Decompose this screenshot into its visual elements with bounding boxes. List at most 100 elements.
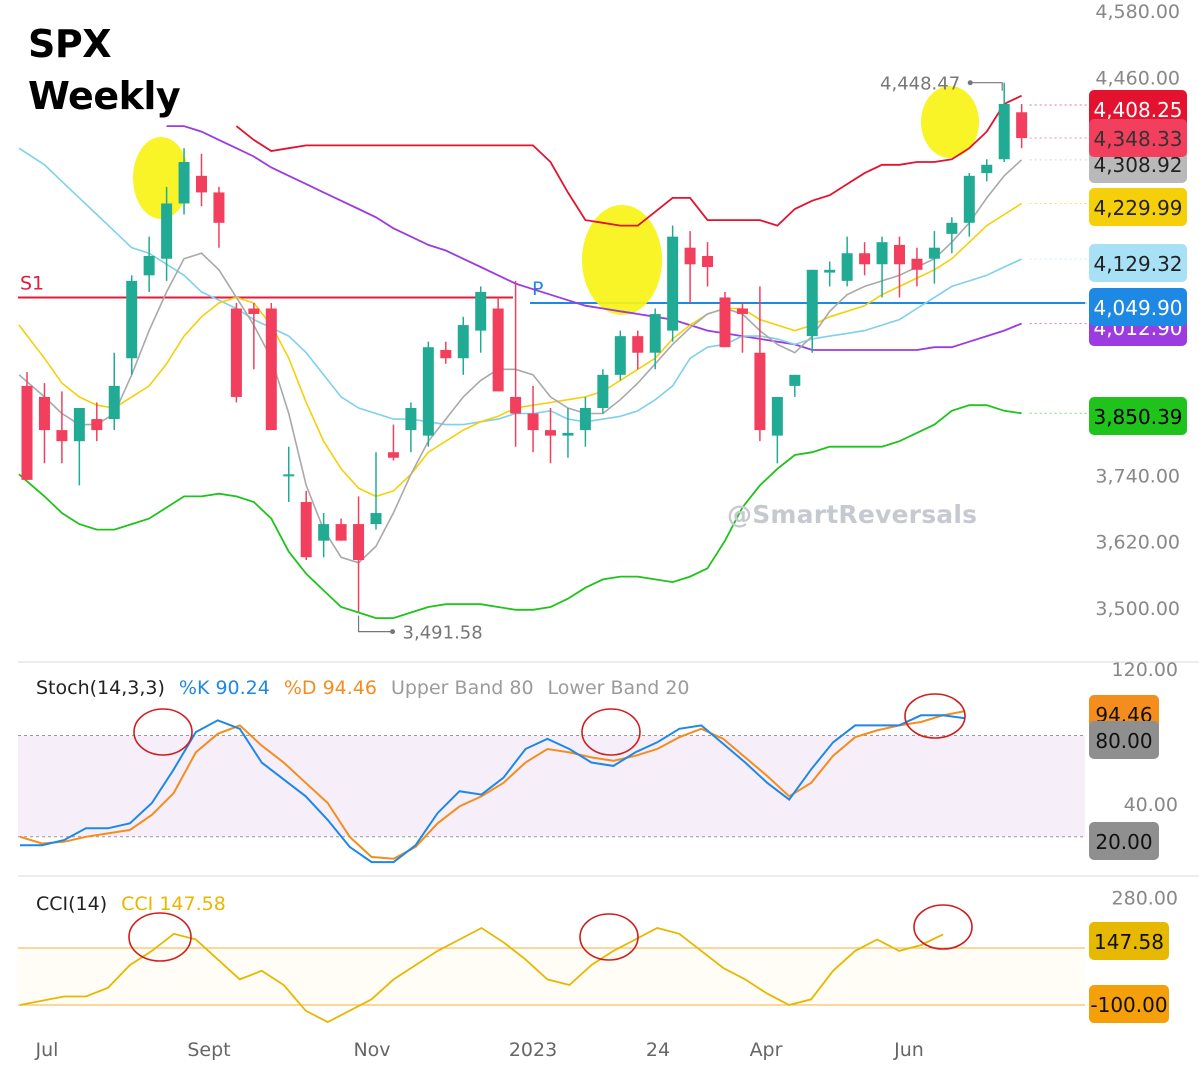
time-axis-tick: 24 xyxy=(646,1039,670,1061)
candle-body xyxy=(283,474,295,477)
price-label-text: 4,408.25 xyxy=(1093,98,1182,122)
candle-body xyxy=(719,297,731,348)
highlight-ellipse xyxy=(582,205,662,315)
price-label-box xyxy=(1089,397,1187,435)
candle-body xyxy=(178,162,190,204)
stoch-value-text: 80.00 xyxy=(1095,729,1152,753)
candle-body xyxy=(213,192,225,223)
stoch-d-line xyxy=(19,710,966,860)
time-axis-tick: 2023 xyxy=(509,1039,557,1061)
time-axis-tick: Jun xyxy=(893,1039,924,1061)
price-label-box xyxy=(1089,244,1187,282)
candle-body xyxy=(614,336,626,375)
candle-body xyxy=(649,314,661,353)
candle-body xyxy=(824,269,836,273)
cci-line xyxy=(19,926,944,1024)
candle-body xyxy=(440,349,452,359)
stoch-value-text: 20.00 xyxy=(1095,830,1152,854)
candle-body xyxy=(545,430,556,436)
time-axis-tick: Nov xyxy=(353,1039,390,1061)
stoch-value-box xyxy=(1089,721,1159,759)
pivot-label: P xyxy=(532,278,543,300)
time-axis-tick: Apr xyxy=(750,1039,783,1061)
price-axis-tick: 4,580.00 xyxy=(1095,1,1180,23)
time-axis-tick: Jul xyxy=(35,1039,59,1061)
candle-body xyxy=(981,164,993,174)
cci-legend-value: CCI 147.58 xyxy=(121,893,226,915)
candle-body xyxy=(21,385,33,480)
cci-value-text: 147.58 xyxy=(1094,930,1164,954)
cci-legend-title: CCI(14) xyxy=(36,893,108,915)
candle-body xyxy=(946,222,958,234)
cci-peak-circle xyxy=(913,904,973,950)
price-label-box xyxy=(1089,288,1187,326)
price-label-box xyxy=(1089,119,1187,157)
price-label-box xyxy=(1089,90,1187,128)
low-marker-dot xyxy=(390,629,396,635)
candle-body xyxy=(230,308,242,397)
cci-value-box xyxy=(1089,922,1169,960)
cci-panel: 280.00 147.58 -100.00 xyxy=(18,888,1178,1024)
candle-body xyxy=(998,103,1010,160)
candle-body xyxy=(562,432,574,436)
candle-body xyxy=(911,258,923,270)
indicator-line-upper_band xyxy=(235,94,1022,227)
candle-body xyxy=(928,247,940,259)
candle-body xyxy=(736,308,748,315)
indicator-line-ema_faster xyxy=(18,159,1023,564)
candle-body xyxy=(527,413,539,431)
candle-body xyxy=(841,253,853,281)
low-annotation: 3,491.58 xyxy=(403,623,483,644)
chart-title-symbol: SPX xyxy=(28,22,112,66)
stoch-legend: Stoch(14,3,3) %K 90.24 %D 94.46 Upper Band … xyxy=(36,677,704,699)
stoch-k-line xyxy=(20,714,966,864)
candle-body xyxy=(335,524,347,541)
candle-body xyxy=(248,308,260,315)
candle-body xyxy=(667,236,679,331)
candle-body xyxy=(789,374,801,386)
candle-body xyxy=(894,244,905,265)
stoch-peak-circle xyxy=(133,708,193,756)
candle-body xyxy=(353,524,365,561)
high-annotation: 4,448.47 xyxy=(880,74,960,95)
stoch-axis-tick: 40.00 xyxy=(1124,794,1178,816)
cci-band-fill xyxy=(18,948,1085,1005)
candle-body xyxy=(457,325,469,359)
candle-body xyxy=(196,175,207,193)
stoch-legend-k: %K 90.24 xyxy=(178,677,270,699)
indicator-line-sma_mid xyxy=(18,147,1022,426)
stoch-legend-lower: Lower Band 20 xyxy=(547,677,690,699)
candle-body xyxy=(475,291,487,331)
candle-body xyxy=(492,308,504,392)
candle-body xyxy=(579,408,591,431)
time-axis: Jul Sept Nov 2023 24 Apr Jun xyxy=(35,1039,924,1061)
candle-body xyxy=(963,175,975,223)
cci-legend: CCI(14) CCI 147.58 xyxy=(36,893,240,915)
chart-title-timeframe: Weekly xyxy=(28,74,181,118)
cci-value-box xyxy=(1089,985,1169,1023)
candle-body xyxy=(126,280,138,359)
candle-body xyxy=(56,430,68,442)
price-axis-tick: 3,620.00 xyxy=(1095,532,1180,554)
stoch-peak-circle xyxy=(581,708,641,756)
indicator-line-lower_band xyxy=(18,404,1022,619)
candle-body xyxy=(422,347,434,436)
candle-body xyxy=(161,203,173,259)
candle-body xyxy=(702,255,714,268)
price-axis-tick: 3,500.00 xyxy=(1095,598,1180,620)
highlight-ellipse xyxy=(921,86,979,158)
stoch-legend-d: %D 94.46 xyxy=(283,677,377,699)
candle-body xyxy=(510,396,522,414)
highlight-ellipse xyxy=(133,137,189,219)
indicator-line-sma_long xyxy=(166,125,1022,351)
candle-body xyxy=(265,308,277,431)
candle-body xyxy=(387,452,399,458)
stoch-legend-upper: Upper Band 80 xyxy=(390,677,534,699)
candle-body xyxy=(754,352,766,431)
price-label-text: 4,229.99 xyxy=(1093,196,1182,220)
candle-body xyxy=(91,419,103,431)
candle-body xyxy=(73,408,85,442)
price-axis-tick: 3,740.00 xyxy=(1095,465,1180,487)
